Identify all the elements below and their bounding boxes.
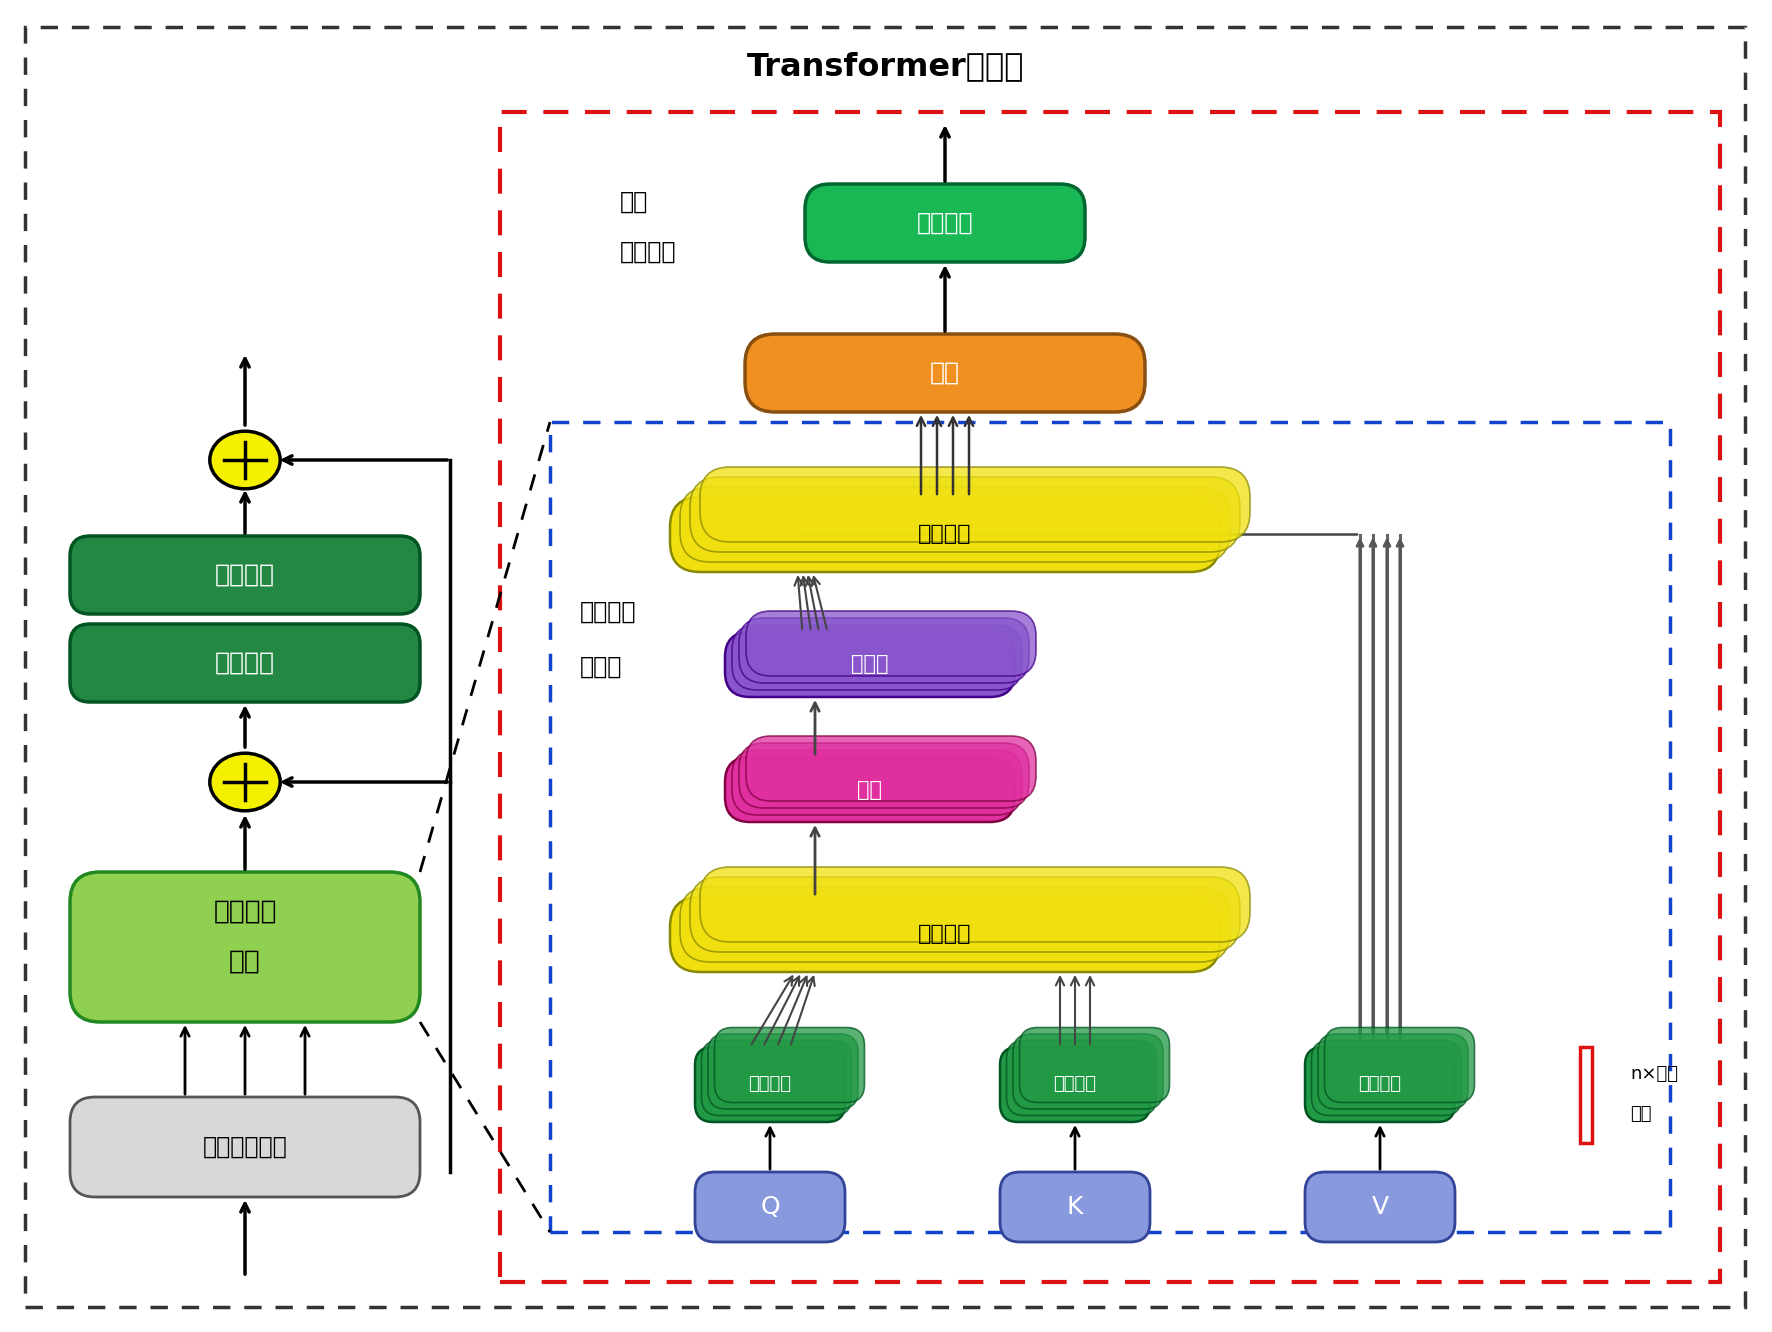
- FancyBboxPatch shape: [709, 1034, 858, 1110]
- FancyBboxPatch shape: [732, 625, 1022, 690]
- FancyBboxPatch shape: [695, 1047, 845, 1122]
- FancyBboxPatch shape: [1006, 1040, 1157, 1115]
- Text: Q: Q: [760, 1195, 780, 1219]
- FancyBboxPatch shape: [1304, 1047, 1455, 1122]
- FancyBboxPatch shape: [1311, 1040, 1462, 1115]
- FancyBboxPatch shape: [714, 1027, 865, 1103]
- Text: V: V: [1372, 1195, 1389, 1219]
- Text: 矩阵相乘: 矩阵相乘: [918, 924, 971, 944]
- FancyBboxPatch shape: [689, 477, 1240, 551]
- FancyBboxPatch shape: [71, 623, 420, 702]
- FancyBboxPatch shape: [1304, 1172, 1455, 1241]
- FancyBboxPatch shape: [670, 497, 1219, 571]
- FancyBboxPatch shape: [680, 488, 1230, 562]
- FancyBboxPatch shape: [732, 750, 1022, 815]
- Bar: [549, 422, 1669, 1232]
- FancyBboxPatch shape: [725, 757, 1015, 822]
- FancyBboxPatch shape: [1014, 1034, 1162, 1110]
- FancyBboxPatch shape: [71, 535, 420, 614]
- Text: 线性映射: 线性映射: [1054, 1075, 1097, 1094]
- FancyBboxPatch shape: [700, 468, 1249, 542]
- FancyBboxPatch shape: [739, 618, 1030, 683]
- FancyBboxPatch shape: [71, 872, 420, 1022]
- Text: 多头: 多头: [229, 948, 260, 975]
- Text: 注意力: 注意力: [579, 655, 622, 679]
- FancyBboxPatch shape: [746, 611, 1037, 677]
- Text: 线性映射: 线性映射: [748, 1075, 792, 1094]
- Text: 矩阵相乘: 矩阵相乘: [918, 525, 971, 545]
- FancyBboxPatch shape: [680, 887, 1230, 962]
- Ellipse shape: [209, 432, 280, 489]
- Text: 力头: 力头: [1630, 1106, 1652, 1123]
- Text: 拼接: 拼接: [930, 361, 960, 385]
- FancyBboxPatch shape: [746, 737, 1037, 801]
- Text: Transformer编码层: Transformer编码层: [748, 52, 1024, 83]
- Bar: [500, 112, 1721, 1281]
- FancyBboxPatch shape: [725, 631, 1015, 697]
- FancyBboxPatch shape: [999, 1047, 1150, 1122]
- FancyBboxPatch shape: [700, 867, 1249, 942]
- Text: 线性映射: 线性映射: [916, 210, 973, 234]
- Text: 特征嵌入子块: 特征嵌入子块: [202, 1135, 287, 1159]
- Text: n×注意: n×注意: [1630, 1066, 1678, 1083]
- Text: 归一化: 归一化: [851, 654, 890, 674]
- Bar: [1581, 1047, 1591, 1143]
- FancyBboxPatch shape: [739, 743, 1030, 809]
- Text: 线性映射: 线性映射: [1359, 1075, 1402, 1094]
- Text: 线性映射: 线性映射: [214, 563, 275, 587]
- Text: 线性映射: 线性映射: [214, 651, 275, 675]
- FancyBboxPatch shape: [804, 184, 1084, 262]
- Text: 缩放: 缩放: [858, 779, 882, 799]
- FancyBboxPatch shape: [695, 1172, 845, 1241]
- Text: 多头: 多头: [620, 190, 649, 214]
- FancyBboxPatch shape: [1318, 1034, 1467, 1110]
- FancyBboxPatch shape: [670, 896, 1219, 972]
- FancyBboxPatch shape: [1019, 1027, 1170, 1103]
- FancyBboxPatch shape: [689, 876, 1240, 952]
- Ellipse shape: [209, 753, 280, 811]
- Text: K: K: [1067, 1195, 1083, 1219]
- FancyBboxPatch shape: [999, 1172, 1150, 1241]
- FancyBboxPatch shape: [71, 1098, 420, 1197]
- FancyBboxPatch shape: [702, 1040, 852, 1115]
- Text: 缩放点积: 缩放点积: [579, 599, 636, 623]
- Text: 自注意力: 自注意力: [213, 899, 276, 924]
- FancyBboxPatch shape: [744, 334, 1145, 412]
- Text: 自注意力: 自注意力: [620, 240, 677, 264]
- FancyBboxPatch shape: [1324, 1027, 1474, 1103]
